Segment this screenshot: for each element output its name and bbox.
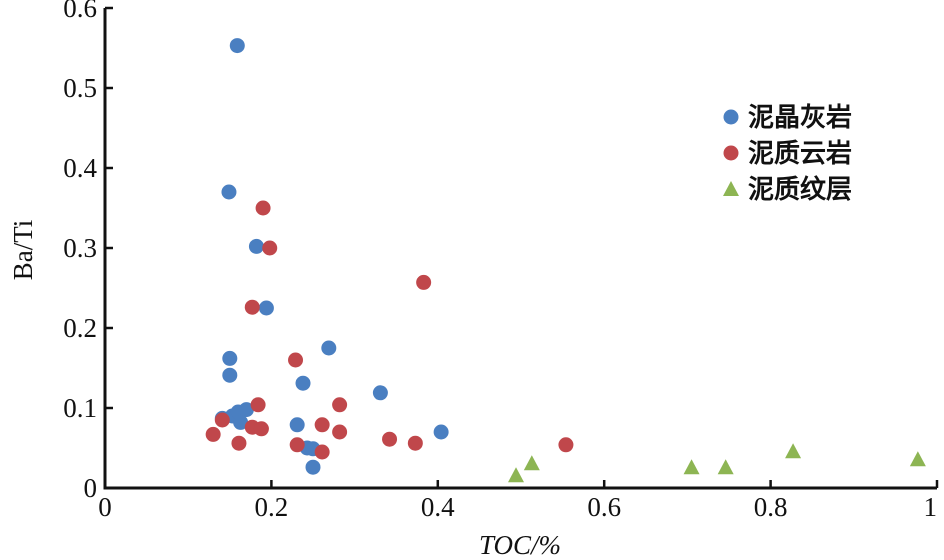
x-tick-label: 1 [924,492,938,522]
data-point-series-2 [683,459,700,475]
data-point-series-0 [229,38,245,54]
data-point-series-2 [909,451,926,467]
data-point-series-1 [314,444,330,460]
data-point-series-0 [248,238,264,254]
data-point-series-0 [305,459,321,475]
x-axis-label: TOC/% [479,530,561,560]
x-tick-label: 0.2 [255,492,289,522]
data-point-series-2 [717,459,734,475]
data-point-series-0 [289,417,305,433]
data-point-series-0 [222,350,238,366]
data-point-series-1 [407,435,423,451]
data-point-series-0 [433,424,449,440]
data-point-series-0 [221,184,237,200]
y-tick-label: 0.3 [63,233,97,263]
y-tick-label: 0.6 [63,0,97,23]
x-tick-label: 0.8 [754,492,788,522]
data-point-series-1 [558,437,574,453]
y-tick-label: 0.2 [63,313,97,343]
y-tick-label: 0 [84,473,98,503]
data-point-series-1 [262,240,278,256]
data-point-series-1 [205,426,221,442]
data-point-series-0 [222,367,238,383]
data-point-series-0 [238,402,254,418]
data-point-series-1 [244,299,260,315]
data-point-series-1 [332,397,348,413]
data-point-series-1 [314,417,330,433]
data-points [205,38,926,483]
data-point-series-1 [250,397,266,413]
x-tick-label: 0.6 [587,492,621,522]
legend-marker-0 [723,109,739,125]
data-point-series-1 [382,431,398,447]
y-tick-label: 0.5 [63,73,97,103]
x-tick-label: 0 [98,492,112,522]
data-point-series-1 [253,421,269,437]
data-point-series-0 [321,340,337,356]
x-tick-label: 0.4 [421,492,455,522]
data-point-series-1 [288,352,304,368]
data-point-series-0 [233,414,249,430]
legend-marker-2 [723,181,739,196]
legend-marker-1 [723,145,739,161]
data-point-series-1 [214,412,230,428]
y-tick-label: 0.4 [63,153,97,183]
data-point-series-1 [416,274,432,290]
legend-label-0: 泥晶灰岩 [748,103,852,133]
data-point-series-0 [372,385,388,401]
data-point-series-2 [508,467,525,483]
legend-label-2: 泥质纹层 [748,174,852,205]
data-point-series-0 [258,300,274,316]
data-point-series-0 [295,375,311,391]
legend-label-1: 泥质云岩 [748,139,852,169]
axes: 0 0.1 0.2 0.3 0.4 0.5 0.6 0 0.2 0.4 0.6 0.8 1 [63,0,939,522]
data-point-series-1 [289,437,305,453]
y-axis-label: Ba/Ti [8,220,38,281]
data-point-series-2 [523,455,540,471]
data-point-series-1 [231,435,247,451]
data-point-series-1 [255,200,271,216]
data-point-series-1 [332,424,348,440]
y-tick-label: 0.1 [63,393,97,423]
data-point-series-2 [785,443,802,459]
